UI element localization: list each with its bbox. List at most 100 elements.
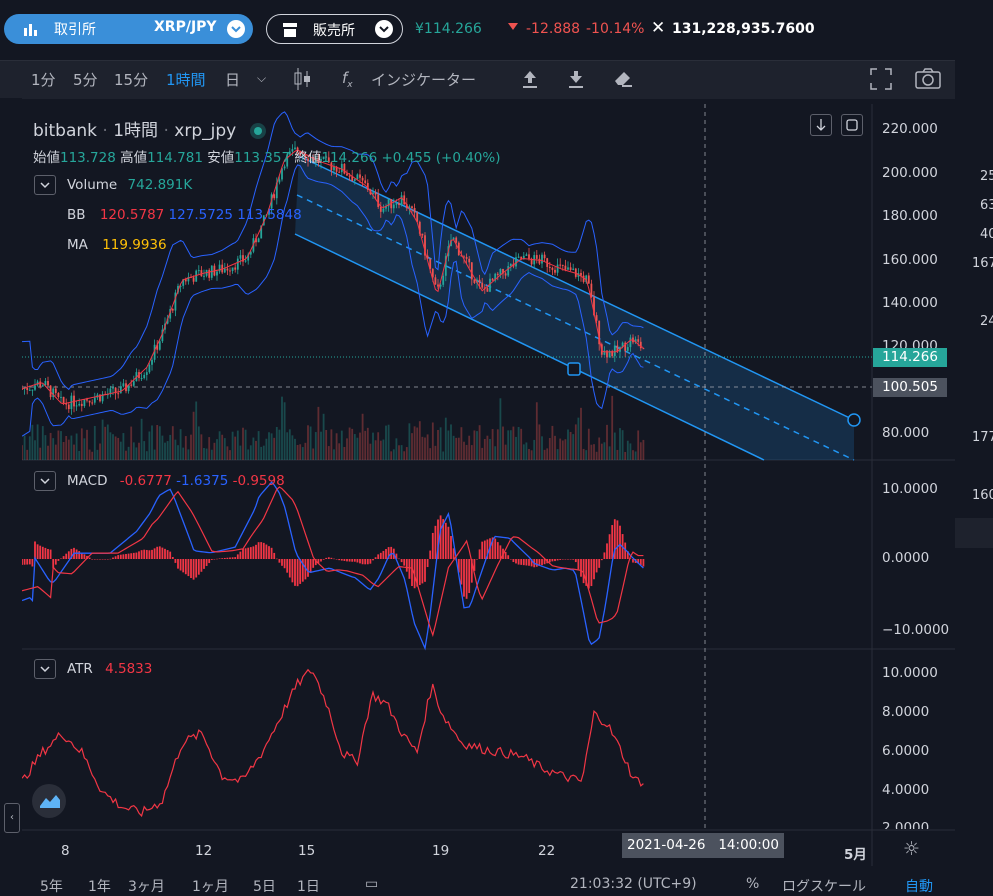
fullscreen-icon[interactable] <box>870 68 892 90</box>
candle-body <box>322 156 325 160</box>
macd-histogram-bar <box>221 558 224 559</box>
tradingview-logo-icon[interactable] <box>32 784 66 818</box>
interval-1d[interactable]: 日 <box>225 71 241 89</box>
volume-bar <box>93 425 96 460</box>
range-1d[interactable]: 1日 <box>297 879 320 895</box>
macd-histogram-bar <box>335 559 338 560</box>
interval-1m[interactable]: 1分 <box>31 71 56 89</box>
range-1y[interactable]: 1年 <box>88 879 111 895</box>
candle-body <box>91 402 94 404</box>
macd-histogram-bar <box>164 548 166 559</box>
macd-histogram-bar <box>231 557 234 559</box>
interval-1h[interactable]: 1時間 <box>166 71 206 89</box>
candle-body <box>283 166 286 169</box>
macd-histogram-bar <box>41 546 44 559</box>
volume-bar <box>455 437 458 460</box>
macd-histogram-bar <box>377 554 380 559</box>
volume-bar <box>512 426 515 460</box>
collapse-macd-button[interactable] <box>34 471 56 491</box>
macd-histogram-bar <box>49 549 52 559</box>
chart-canvas[interactable] <box>22 104 955 866</box>
range-5d[interactable]: 5日 <box>253 879 276 895</box>
candle-body <box>161 329 164 342</box>
macd-histogram-bar <box>424 559 426 582</box>
collapse-legend-button[interactable] <box>34 175 56 195</box>
macd-histogram-bar <box>255 544 257 559</box>
collapse-atr-button[interactable] <box>34 659 56 679</box>
volume-bar <box>39 447 42 460</box>
candle-body <box>216 271 218 276</box>
macd-histogram-bar <box>57 559 60 561</box>
macd-histogram-bar <box>356 559 359 563</box>
exchange-selector[interactable]: 取引所 XRP/JPY <box>4 14 253 44</box>
volume-bar <box>231 431 234 460</box>
macd-histogram-bar <box>140 550 143 559</box>
eraser-icon[interactable] <box>612 68 634 88</box>
function-icon[interactable]: fx <box>342 69 353 90</box>
bottom-bar: 5年 1年 3ヶ月 1ヶ月 5日 1日 ▭ 21:03:32 (UTC+9) %… <box>0 866 993 895</box>
macd-histogram-bar <box>426 559 429 568</box>
interval-5m[interactable]: 5分 <box>73 71 98 89</box>
calendar-icon[interactable]: ▭ <box>365 876 379 892</box>
volume-bar <box>465 444 468 460</box>
camera-icon[interactable] <box>914 67 942 89</box>
indicators-button[interactable]: インジケーター <box>371 71 477 89</box>
macd-histogram-bar <box>491 537 494 559</box>
candle-body <box>525 254 528 256</box>
candle-body <box>294 147 296 150</box>
range-3m[interactable]: 3ヶ月 <box>128 879 165 895</box>
macd-histogram-bar <box>101 559 104 560</box>
candle-body <box>473 279 476 283</box>
volume-bar <box>470 445 473 460</box>
chevron-down-icon[interactable] <box>227 20 245 38</box>
price-change: -12.888 <box>526 21 581 37</box>
volume-bar <box>361 413 364 460</box>
candle-body <box>377 194 380 207</box>
volume-bar <box>577 417 580 460</box>
candle-body <box>80 403 83 407</box>
channel-handle[interactable] <box>567 362 581 376</box>
chevron-left-icon[interactable]: ‹ <box>4 803 20 833</box>
volume-label: Volume <box>67 177 118 193</box>
auto-scale-toggle[interactable]: 自動 <box>905 879 933 895</box>
macd-histogram-bar <box>551 559 554 562</box>
volume-bar <box>299 444 302 460</box>
regression-channel[interactable] <box>294 155 861 461</box>
range-1m[interactable]: 1ヶ月 <box>192 879 229 895</box>
scroll-down-button[interactable] <box>810 114 832 136</box>
candle-body <box>288 151 291 155</box>
candle-body <box>171 309 174 311</box>
macd-histogram-bar <box>564 559 567 560</box>
volume-bar <box>447 430 450 460</box>
bar-chart-icon <box>24 24 37 36</box>
candle-body <box>65 403 68 405</box>
price-change-pct: -10.14% <box>586 21 645 37</box>
log-scale-toggle[interactable]: ログスケール <box>782 879 866 895</box>
candle-body <box>83 399 86 407</box>
volume-bar <box>101 419 104 460</box>
maximize-pane-button[interactable] <box>841 114 863 136</box>
chevron-down-icon[interactable]: ⌵ <box>257 71 267 85</box>
market-selector[interactable]: 販売所 <box>266 14 403 44</box>
candle-body <box>434 277 437 285</box>
volume-bar <box>187 449 190 460</box>
chevron-down-icon[interactable] <box>375 20 393 38</box>
candle-body <box>109 388 112 395</box>
candle-body <box>179 285 182 287</box>
interval-15m[interactable]: 15分 <box>114 71 149 89</box>
macd-histogram-bar <box>504 551 507 559</box>
candle-body <box>151 359 153 365</box>
candle-body <box>325 156 328 158</box>
range-5y[interactable]: 5年 <box>40 879 63 895</box>
candlestick-icon[interactable] <box>293 68 313 90</box>
upload-icon[interactable] <box>521 69 539 89</box>
channel-handle[interactable] <box>847 413 861 427</box>
macd-histogram-bar <box>26 559 29 565</box>
settings-sun-icon[interactable]: ☼ <box>903 838 921 860</box>
volume-legend: Volume 742.891K <box>67 177 192 193</box>
volume-bar <box>434 445 437 460</box>
chart-area[interactable]: bitbank · 1時間 · xrp_jpy 始値113.728 高値114.… <box>22 104 955 866</box>
volume-bar <box>364 430 367 460</box>
download-icon[interactable] <box>567 69 585 89</box>
percent-toggle[interactable]: % <box>746 876 760 892</box>
